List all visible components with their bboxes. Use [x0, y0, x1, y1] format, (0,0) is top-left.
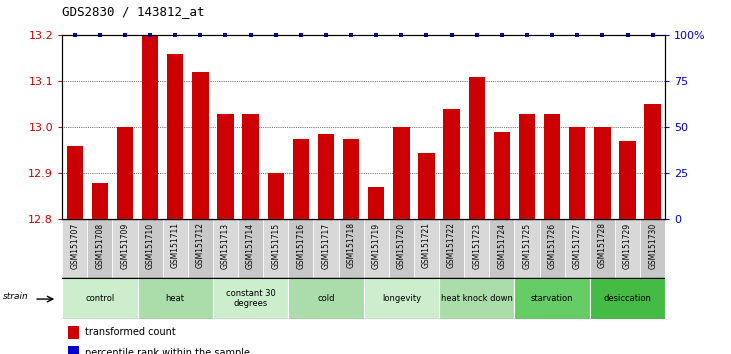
- Text: GSM151713: GSM151713: [221, 222, 230, 269]
- Text: heat: heat: [166, 294, 185, 303]
- Text: GSM151722: GSM151722: [447, 222, 456, 268]
- Bar: [493, 132, 510, 219]
- Bar: [515, 278, 590, 319]
- Bar: [338, 219, 364, 278]
- Bar: [364, 219, 389, 278]
- Bar: [142, 35, 158, 219]
- Text: percentile rank within the sample: percentile rank within the sample: [85, 348, 250, 354]
- Bar: [243, 114, 259, 219]
- Text: GSM151709: GSM151709: [121, 222, 129, 269]
- Text: GSM151728: GSM151728: [598, 222, 607, 268]
- Bar: [444, 109, 460, 219]
- Text: GSM151724: GSM151724: [497, 222, 507, 269]
- Bar: [62, 278, 137, 319]
- Bar: [288, 278, 364, 319]
- Bar: [464, 219, 489, 278]
- Text: GSM151712: GSM151712: [196, 222, 205, 268]
- Bar: [137, 278, 213, 319]
- Bar: [519, 114, 535, 219]
- Bar: [67, 146, 83, 219]
- Bar: [288, 219, 314, 278]
- Bar: [645, 104, 661, 219]
- Text: desiccation: desiccation: [604, 294, 651, 303]
- Bar: [117, 127, 133, 219]
- Text: GSM151720: GSM151720: [397, 222, 406, 269]
- Bar: [318, 134, 334, 219]
- Text: control: control: [86, 294, 115, 303]
- Text: GSM151710: GSM151710: [145, 222, 154, 269]
- Bar: [292, 139, 309, 219]
- Bar: [418, 153, 435, 219]
- Bar: [343, 139, 359, 219]
- Text: GSM151725: GSM151725: [523, 222, 531, 269]
- Text: cold: cold: [317, 294, 335, 303]
- Bar: [62, 219, 87, 278]
- Bar: [268, 173, 284, 219]
- Bar: [619, 141, 636, 219]
- Bar: [393, 127, 409, 219]
- Bar: [167, 54, 183, 219]
- Bar: [590, 278, 665, 319]
- Bar: [515, 219, 539, 278]
- Text: GSM151726: GSM151726: [548, 222, 556, 269]
- Bar: [414, 219, 439, 278]
- Bar: [238, 219, 263, 278]
- Bar: [68, 346, 79, 354]
- Bar: [539, 219, 564, 278]
- Bar: [263, 219, 288, 278]
- Bar: [213, 219, 238, 278]
- Text: GSM151727: GSM151727: [573, 222, 582, 269]
- Text: GSM151714: GSM151714: [246, 222, 255, 269]
- Bar: [544, 114, 560, 219]
- Bar: [91, 183, 108, 219]
- Bar: [594, 127, 610, 219]
- Bar: [640, 219, 665, 278]
- Bar: [213, 278, 288, 319]
- Text: transformed count: transformed count: [85, 327, 175, 337]
- Bar: [314, 219, 338, 278]
- Text: GSM151718: GSM151718: [346, 222, 355, 268]
- Bar: [188, 219, 213, 278]
- Text: GSM151729: GSM151729: [623, 222, 632, 269]
- Text: GSM151715: GSM151715: [271, 222, 280, 269]
- Text: constant 30
degrees: constant 30 degrees: [226, 289, 276, 308]
- Bar: [569, 127, 586, 219]
- Bar: [489, 219, 515, 278]
- Bar: [615, 219, 640, 278]
- Text: GSM151708: GSM151708: [95, 222, 105, 269]
- Text: heat knock down: heat knock down: [441, 294, 512, 303]
- Text: starvation: starvation: [531, 294, 573, 303]
- Bar: [590, 219, 615, 278]
- Bar: [68, 326, 79, 339]
- Bar: [162, 219, 188, 278]
- Bar: [368, 187, 385, 219]
- Text: GSM151717: GSM151717: [322, 222, 330, 269]
- Text: strain: strain: [3, 292, 29, 301]
- Text: GSM151716: GSM151716: [296, 222, 306, 269]
- Bar: [217, 114, 234, 219]
- Text: GSM151711: GSM151711: [171, 222, 180, 268]
- Bar: [192, 72, 208, 219]
- Bar: [564, 219, 590, 278]
- Bar: [389, 219, 414, 278]
- Text: GSM151730: GSM151730: [648, 222, 657, 269]
- Text: GDS2830 / 143812_at: GDS2830 / 143812_at: [62, 5, 205, 18]
- Text: GSM151721: GSM151721: [422, 222, 431, 268]
- Bar: [439, 278, 515, 319]
- Bar: [469, 77, 485, 219]
- Text: GSM151707: GSM151707: [70, 222, 79, 269]
- Text: GSM151719: GSM151719: [372, 222, 381, 269]
- Bar: [137, 219, 163, 278]
- Text: longevity: longevity: [382, 294, 421, 303]
- Bar: [364, 278, 439, 319]
- Bar: [439, 219, 464, 278]
- Bar: [113, 219, 137, 278]
- Text: GSM151723: GSM151723: [472, 222, 481, 269]
- Bar: [87, 219, 113, 278]
